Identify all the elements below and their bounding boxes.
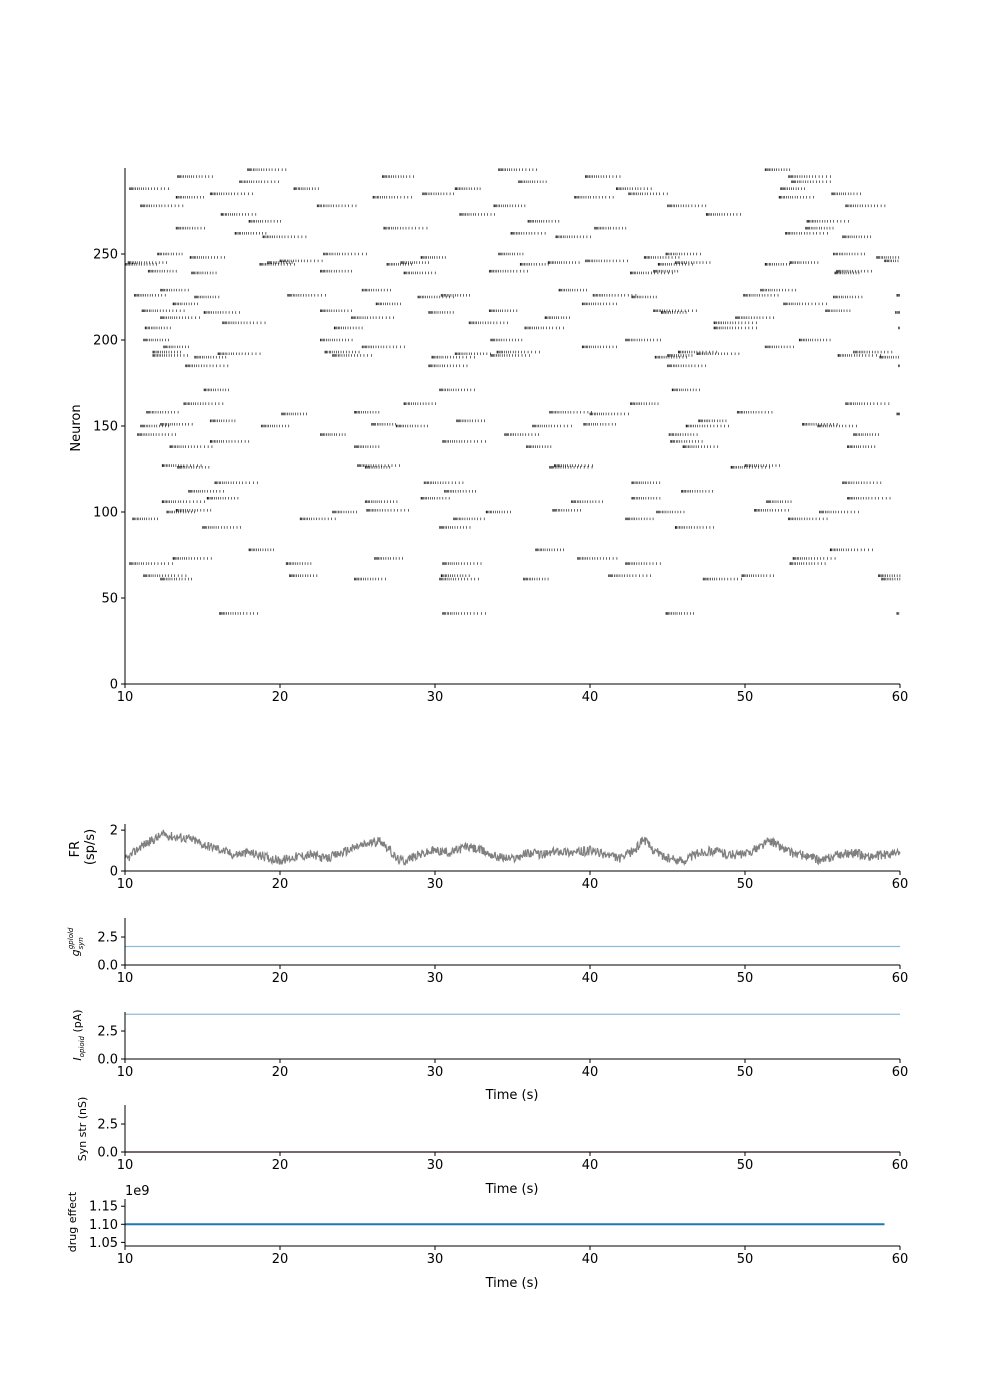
raster-panel: 10 20 30 40 50 60 0 50 100 150 200 250 Neuron bbox=[69, 168, 908, 705]
gsyn-y-label-sup: gplold bbox=[67, 927, 75, 949]
iop-xtick-label: 40 bbox=[582, 1065, 599, 1080]
raster-xtick-label: 10 bbox=[117, 690, 134, 705]
syn-y-label: Syn str (nS) bbox=[76, 1097, 89, 1162]
raster-ytick-label: 150 bbox=[93, 420, 118, 435]
gsyn-xtick-label: 50 bbox=[737, 971, 754, 986]
gsyn-ytick-label: 0.0 bbox=[97, 959, 118, 974]
drug-yticks: 1.05 1.10 1.15 bbox=[89, 1200, 125, 1251]
iop-y-label-sub: opioid bbox=[78, 1035, 86, 1057]
syn-yticks: 0.0 2.5 bbox=[97, 1118, 125, 1161]
gsyn-y-label: gsyngplold bbox=[67, 927, 85, 956]
drug-xtick-label: 30 bbox=[427, 1252, 444, 1267]
drug-y-label: drug effect bbox=[66, 1191, 79, 1252]
iop-xtick-label: 20 bbox=[272, 1065, 289, 1080]
gsyn-xtick-label: 10 bbox=[117, 971, 134, 986]
gsyn-xticks: 10 20 30 40 50 60 bbox=[117, 965, 909, 986]
drug-ytick-label: 1.15 bbox=[89, 1200, 118, 1215]
fr-xtick-label: 40 bbox=[582, 877, 599, 892]
gsyn-y-label-main: g bbox=[69, 949, 82, 956]
raster-ytick-label: 200 bbox=[93, 334, 118, 349]
fr-ytick-label: 0 bbox=[110, 865, 118, 880]
iop-y-label: Iopioid (pA) bbox=[71, 1009, 86, 1060]
drug-xtick-label: 60 bbox=[892, 1252, 909, 1267]
syn-ytick-label: 2.5 bbox=[97, 1118, 118, 1133]
drug-xtick-label: 10 bbox=[117, 1252, 134, 1267]
iop-yticks: 0.0 2.5 bbox=[97, 1025, 125, 1068]
drug-ytick-label: 1.10 bbox=[89, 1218, 118, 1233]
raster-xtick-label: 60 bbox=[892, 690, 909, 705]
drug-x-label: Time (s) bbox=[485, 1276, 539, 1291]
syn-xtick-label: 20 bbox=[272, 1158, 289, 1173]
fr-y-label-line1: FR bbox=[68, 841, 83, 858]
firing-rate-line bbox=[124, 829, 901, 867]
raster-ytick-label: 0 bbox=[110, 678, 118, 693]
drug-effect-panel: 10 20 30 40 50 60 1.05 1.10 1.15 1e9 drug effec… bbox=[66, 1184, 908, 1291]
raster-ytick-label: 250 bbox=[93, 248, 118, 263]
iop-xticks: 10 20 30 40 50 60 bbox=[117, 1059, 909, 1080]
raster-yticks: 0 50 100 150 200 250 bbox=[93, 248, 125, 693]
gsyn-xtick-label: 40 bbox=[582, 971, 599, 986]
raster-xtick-label: 40 bbox=[582, 690, 599, 705]
firing-rate-panel: 10 20 30 40 50 60 02 FR (sp/s) bbox=[68, 824, 908, 892]
fr-xticks: 10 20 30 40 50 60 bbox=[117, 871, 909, 892]
syn-xtick-label: 40 bbox=[582, 1158, 599, 1173]
fr-y-label-line2: (sp/s) bbox=[83, 829, 98, 865]
syn-ytick-label: 0.0 bbox=[97, 1146, 118, 1161]
syn-xtick-label: 30 bbox=[427, 1158, 444, 1173]
fr-xtick-label: 10 bbox=[117, 877, 134, 892]
gsyn-panel: 10 20 30 40 50 60 0.0 2.5 gsyngplold bbox=[67, 918, 908, 986]
iop-y-label-rest: (pA) bbox=[71, 1009, 84, 1036]
fr-xtick-label: 50 bbox=[737, 877, 754, 892]
fr-xtick-label: 20 bbox=[272, 877, 289, 892]
gsyn-yticks: 0.0 2.5 bbox=[97, 931, 125, 974]
iopioid-panel: 10 20 30 40 50 60 0.0 2.5 Iopioid (pA) Time (s… bbox=[71, 1009, 908, 1103]
gsyn-xtick-label: 60 bbox=[892, 971, 909, 986]
iop-xtick-label: 60 bbox=[892, 1065, 909, 1080]
raster-ytick-label: 100 bbox=[93, 506, 118, 521]
raster-marks bbox=[124, 168, 901, 615]
raster-xtick-label: 50 bbox=[737, 690, 754, 705]
syn-xticks: 10 20 30 40 50 60 bbox=[117, 1152, 909, 1173]
drug-ytick-label: 1.05 bbox=[89, 1236, 118, 1251]
iop-x-label: Time (s) bbox=[485, 1088, 539, 1103]
iop-ytick-label: 2.5 bbox=[97, 1025, 118, 1040]
iop-xtick-label: 10 bbox=[117, 1065, 134, 1080]
syn-x-label: Time (s) bbox=[485, 1182, 539, 1197]
raster-xtick-label: 30 bbox=[427, 690, 444, 705]
fr-xtick-label: 30 bbox=[427, 877, 444, 892]
raster-ytick-label: 50 bbox=[101, 592, 118, 607]
raster-xticks: 10 20 30 40 50 60 bbox=[117, 684, 909, 705]
syn-xtick-label: 60 bbox=[892, 1158, 909, 1173]
fr-yticks: 02 bbox=[110, 824, 125, 880]
fr-ytick-label: 2 bbox=[110, 824, 118, 839]
drug-xtick-label: 20 bbox=[272, 1252, 289, 1267]
iop-y-label-main: I bbox=[71, 1057, 84, 1060]
iop-xtick-label: 50 bbox=[737, 1065, 754, 1080]
raster-y-label: Neuron bbox=[69, 404, 84, 451]
syn-xtick-label: 10 bbox=[117, 1158, 134, 1173]
fr-xtick-label: 60 bbox=[892, 877, 909, 892]
drug-xticks: 10 20 30 40 50 60 bbox=[117, 1246, 909, 1267]
gsyn-xtick-label: 30 bbox=[427, 971, 444, 986]
gsyn-y-label-sub: syn bbox=[77, 937, 85, 949]
drug-xtick-label: 40 bbox=[582, 1252, 599, 1267]
raster-xtick-label: 20 bbox=[272, 690, 289, 705]
gsyn-xtick-label: 20 bbox=[272, 971, 289, 986]
synstr-panel: 10 20 30 40 50 60 0.0 2.5 Syn str (nS) Time (s… bbox=[76, 1097, 908, 1197]
drug-offset-label: 1e9 bbox=[125, 1184, 150, 1199]
drug-xtick-label: 50 bbox=[737, 1252, 754, 1267]
iop-ytick-label: 0.0 bbox=[97, 1053, 118, 1068]
syn-xtick-label: 50 bbox=[737, 1158, 754, 1173]
fr-y-label: FR (sp/s) bbox=[68, 829, 98, 865]
iop-xtick-label: 30 bbox=[427, 1065, 444, 1080]
gsyn-ytick-label: 2.5 bbox=[97, 931, 118, 946]
